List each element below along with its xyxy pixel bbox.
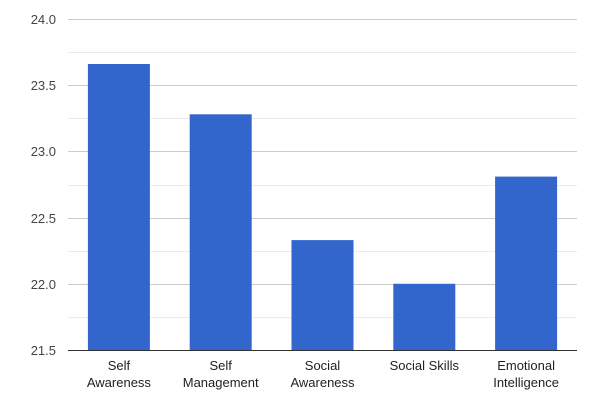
bar[interactable] bbox=[292, 240, 354, 350]
bars bbox=[88, 64, 557, 350]
y-tick-label: 22.0 bbox=[31, 277, 56, 292]
bar[interactable] bbox=[495, 177, 557, 350]
x-category-label: Self Awareness bbox=[87, 358, 152, 390]
y-tick-label: 21.5 bbox=[31, 343, 56, 358]
x-category-label: Social Skills bbox=[390, 358, 460, 373]
x-category-label: Self Management bbox=[183, 358, 259, 390]
x-axis-labels: Self Awareness Self Management Social Awarene… bbox=[87, 358, 559, 390]
bar[interactable] bbox=[393, 284, 455, 350]
bar[interactable] bbox=[88, 64, 150, 350]
y-tick-label: 22.5 bbox=[31, 211, 56, 226]
y-tick-label: 24.0 bbox=[31, 12, 56, 27]
x-category-label: Emotional Intelligence bbox=[493, 358, 559, 390]
y-tick-label: 23.5 bbox=[31, 78, 56, 93]
bar[interactable] bbox=[190, 114, 252, 350]
y-axis-ticks: 21.5 22.0 22.5 23.0 23.5 24.0 bbox=[31, 12, 56, 358]
y-tick-label: 23.0 bbox=[31, 144, 56, 159]
x-category-label: Social Awareness bbox=[290, 358, 355, 390]
